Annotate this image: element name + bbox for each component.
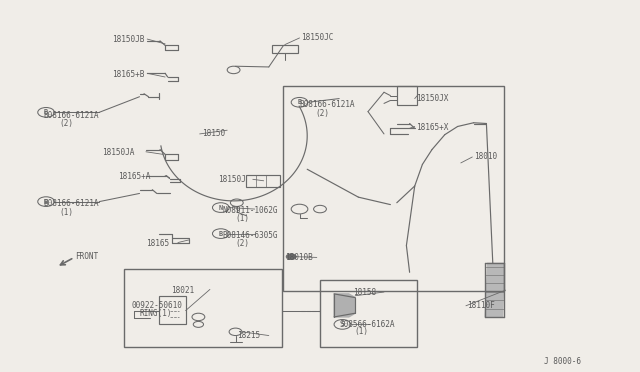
Text: 18150JA: 18150JA bbox=[102, 148, 135, 157]
Text: 18165+X: 18165+X bbox=[416, 123, 449, 132]
Text: RING(1): RING(1) bbox=[140, 309, 172, 318]
Bar bbox=[159, 296, 186, 324]
Text: 18110F: 18110F bbox=[467, 301, 495, 310]
Bar bbox=[246, 175, 280, 187]
Polygon shape bbox=[485, 263, 504, 317]
Text: (2): (2) bbox=[59, 119, 73, 128]
Text: S08566-6162A: S08566-6162A bbox=[339, 320, 395, 329]
Bar bbox=[397, 86, 417, 105]
Text: 18165: 18165 bbox=[146, 239, 169, 248]
Text: B08166-6121A: B08166-6121A bbox=[44, 111, 99, 120]
Text: B: B bbox=[44, 199, 48, 205]
Text: B: B bbox=[44, 109, 48, 115]
Text: 18150JC: 18150JC bbox=[301, 33, 333, 42]
Text: 18010B: 18010B bbox=[285, 253, 312, 262]
Text: 18215: 18215 bbox=[237, 331, 260, 340]
Text: N: N bbox=[219, 205, 223, 211]
Text: J 8000-6: J 8000-6 bbox=[544, 357, 581, 366]
Text: B: B bbox=[298, 99, 301, 105]
Text: B: B bbox=[219, 231, 223, 237]
Text: B08166-6121A: B08166-6121A bbox=[44, 199, 99, 208]
Circle shape bbox=[286, 254, 296, 260]
Bar bbox=[124, 269, 282, 347]
Text: 18150J: 18150J bbox=[218, 175, 245, 184]
Text: 18010: 18010 bbox=[474, 153, 497, 161]
Text: FRONT: FRONT bbox=[76, 252, 99, 261]
Text: 18150JB: 18150JB bbox=[112, 35, 145, 44]
Polygon shape bbox=[334, 294, 355, 317]
Text: (1): (1) bbox=[355, 327, 369, 336]
Text: (2): (2) bbox=[236, 239, 250, 248]
Text: B08166-6121A: B08166-6121A bbox=[300, 100, 355, 109]
Text: 18150: 18150 bbox=[202, 129, 225, 138]
Text: 18165+B: 18165+B bbox=[112, 70, 145, 79]
Text: 18165+A: 18165+A bbox=[118, 172, 151, 181]
Text: B08146-6305G: B08146-6305G bbox=[223, 231, 278, 240]
Bar bbox=[283, 86, 504, 291]
Text: 00922-50610: 00922-50610 bbox=[131, 301, 182, 310]
Text: N08911-1062G: N08911-1062G bbox=[223, 206, 278, 215]
Bar bbox=[272, 45, 298, 53]
Bar bbox=[320, 280, 417, 347]
Text: 18150JX: 18150JX bbox=[416, 94, 449, 103]
Text: (1): (1) bbox=[236, 214, 250, 223]
Text: 18021: 18021 bbox=[172, 286, 195, 295]
Text: (1): (1) bbox=[59, 208, 73, 217]
Text: 18158: 18158 bbox=[353, 288, 376, 296]
Text: S: S bbox=[340, 321, 344, 327]
Text: (2): (2) bbox=[315, 109, 329, 118]
